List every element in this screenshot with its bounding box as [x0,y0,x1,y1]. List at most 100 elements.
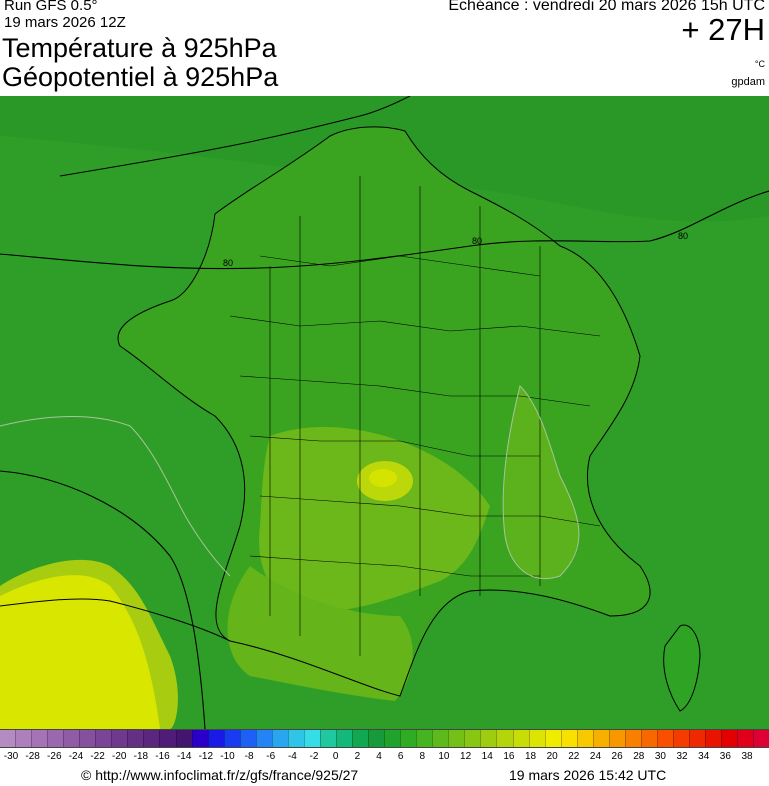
color-swatch [95,730,112,747]
color-scale-tick-label: 14 [481,751,493,762]
color-scale-tick-label: 10 [438,751,450,762]
color-swatch [255,730,272,747]
color-scale-tick-label: 36 [719,751,731,762]
color-scale-tick-label: 24 [589,751,602,762]
color-swatch [384,730,401,747]
coastline-england [59,96,411,177]
field-warm-east [503,386,579,579]
field-warm-south [227,566,413,701]
color-scale-tick-label: 2 [354,751,361,762]
color-swatch [528,730,545,747]
brand-label: gpdam [731,76,765,88]
map-title-geopotential: Géopotentiel à 925hPa [2,62,279,92]
color-scale-tick-label: -28 [25,751,40,762]
field-hot-core [369,469,397,487]
color-swatch [79,730,96,747]
geopotential-label-west: 80 [223,258,233,268]
color-scale-tick-label: 30 [654,751,666,762]
color-scale-tick-label: 28 [633,751,645,762]
color-swatch [143,730,160,747]
color-scale-tick-label: 38 [741,751,753,762]
coastline [117,126,651,697]
color-scale-tick-label: 6 [397,751,404,762]
color-scale-tick-label: -10 [220,751,235,762]
color-swatch [223,730,240,747]
color-scale-tick-label: -14 [176,751,192,762]
color-scale-tick-label: 8 [419,751,426,762]
run-model-label: Run GFS 0.5° [4,0,98,14]
color-scale-tick-label: 20 [546,751,558,762]
color-scale-tick-label: 26 [611,751,623,762]
color-swatch [111,730,128,747]
color-swatch [721,730,738,747]
color-scale-tick-label: 4 [376,751,382,762]
color-swatch [127,730,144,747]
color-swatch [400,730,417,747]
color-scale-tick-label: -6 [266,751,276,762]
color-swatch [239,730,256,747]
color-swatch [737,730,754,747]
color-swatch [15,730,32,747]
lead-time-label: + 27H [681,12,765,47]
color-swatch [352,730,369,747]
color-swatch [207,730,224,747]
color-scale-tick-label: 18 [524,751,537,762]
source-url[interactable]: © http://www.infoclimat.fr/z/gfs/france/… [81,767,359,783]
color-swatch [464,730,481,747]
run-date-label: 19 mars 2026 12Z [4,14,126,31]
geopotential-label-center: 80 [472,236,482,246]
color-scale-tick-label: -24 [68,751,84,762]
color-swatch [416,730,433,747]
geopotential-label-east: 80 [678,231,688,241]
color-scale-tick-label: 0 [332,751,339,762]
geopotential-isoline-north [0,190,769,270]
color-scale-tick-label: -2 [309,751,319,762]
color-swatch [448,730,465,747]
color-scale-tick-label: -30 [3,751,19,762]
color-scale-tick-label: -4 [287,751,297,762]
color-scale-tick-label: -26 [47,751,62,762]
isotherm-line-east [502,385,580,580]
color-scale-tick-label: 12 [460,751,472,762]
color-scale-tick-label: -12 [198,751,214,762]
color-swatch [175,730,192,747]
color-scale-ticks: -30 -28 -26 -24 -22 -20 -18 -16 -14 -12 -10 -8 -6 -4-… [0,751,769,765]
color-swatch [432,730,449,747]
color-swatch [496,730,513,747]
geopotential-isoline-southwest [0,470,206,729]
color-swatch [705,730,722,747]
color-swatch [512,730,529,747]
temperature-map[interactable]: 80 80 80 [0,96,769,729]
valid-time-label: Echéance : vendredi 20 mars 2026 15h UTC [448,0,765,14]
color-swatch [689,730,706,747]
color-scale-tick-label: -22 [90,751,105,762]
generated-timestamp: 19 mars 2026 15:42 UTC [509,767,667,783]
color-scale-tick-label: 32 [676,751,688,762]
color-swatch [31,730,48,747]
land-corsica [663,624,701,712]
color-swatch [480,730,497,747]
color-swatch [753,730,769,747]
color-swatch [560,730,577,747]
color-scale-tick-label: -8 [244,751,254,762]
color-swatch [608,730,625,747]
color-scale-tick-label: 16 [503,751,515,762]
isotherm-line [0,416,231,577]
color-swatch [0,730,16,747]
color-swatch [303,730,320,747]
field-southwest-core [0,575,160,729]
coastline-iberia [0,598,231,642]
color-swatch [271,730,288,747]
temperature-color-scale [0,729,769,748]
color-swatch [191,730,208,747]
color-swatch [63,730,80,747]
color-scale-tick-label: 34 [698,751,710,762]
color-swatch [656,730,673,747]
color-swatch [640,730,657,747]
color-swatch [672,730,690,747]
color-swatch [576,730,593,747]
color-swatch [544,730,561,747]
color-swatch [335,730,353,747]
color-swatch [319,730,336,747]
field-warm-center [259,426,490,612]
